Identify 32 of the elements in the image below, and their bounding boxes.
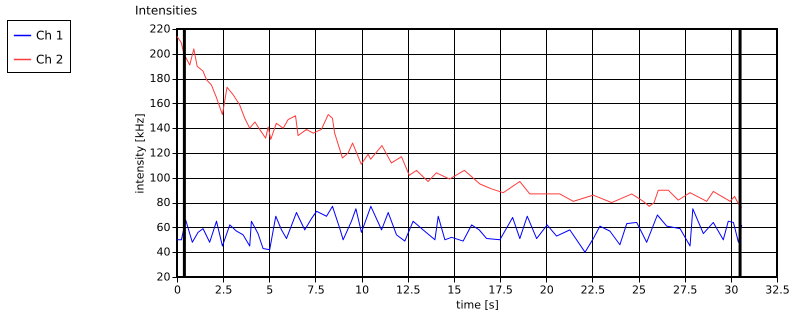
- chart-title: Intensities: [135, 4, 198, 18]
- y-tick-label: 120: [150, 146, 170, 160]
- x-axis-title: time [s]: [456, 298, 499, 312]
- y-tick-label: 100: [150, 171, 170, 184]
- x-tick-label: 0: [174, 284, 181, 296]
- x-tick-label: 2.5: [214, 284, 232, 296]
- y-tick-label: 200: [150, 47, 170, 60]
- x-tick-label: 22.5: [580, 284, 606, 296]
- line-series: [176, 36, 742, 208]
- y-axis-title: intensity [kHz]: [134, 113, 147, 194]
- legend-label: Ch 2: [36, 52, 64, 66]
- x-tick-label: 12.5: [396, 284, 421, 296]
- x-tick-label: 10: [355, 284, 370, 296]
- x-tick-label: 17.5: [488, 284, 513, 296]
- x-tick-label: 25: [632, 284, 646, 296]
- x-tick-label: 15: [447, 284, 462, 296]
- y-tick-label: 160: [150, 96, 170, 110]
- x-tick-label: 7.5: [307, 284, 325, 296]
- y-tick-label: 220: [150, 22, 170, 36]
- x-tick-label: 5: [266, 284, 274, 296]
- y-tick-label: 140: [150, 122, 170, 135]
- legend-label: Ch 1: [36, 28, 64, 42]
- y-tick-label: 40: [156, 246, 170, 259]
- line-series: [176, 206, 742, 253]
- x-tick-label: 30: [724, 284, 738, 296]
- y-tick-label: 180: [150, 72, 170, 86]
- y-tick-label: 60: [156, 220, 170, 234]
- y-tick-label: 20: [156, 270, 170, 284]
- x-tick-label: 27.5: [672, 284, 698, 296]
- y-tick-label: 80: [156, 196, 170, 210]
- x-tick-label: 20: [540, 284, 554, 296]
- x-tick-label: 32.5: [765, 284, 790, 296]
